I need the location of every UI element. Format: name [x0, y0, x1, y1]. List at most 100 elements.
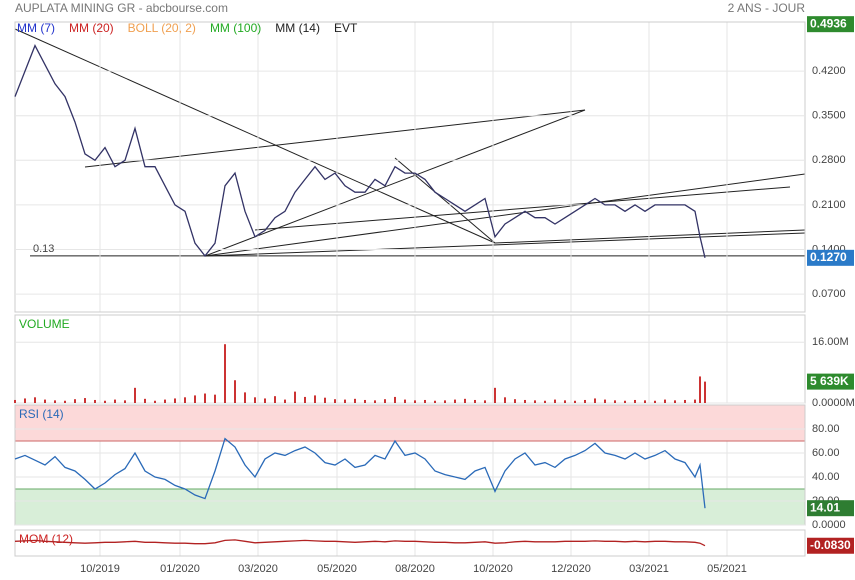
- volume-bar: [384, 399, 386, 403]
- current-badge: [807, 373, 854, 390]
- trendline: [494, 229, 806, 244]
- volume-bar: [414, 400, 416, 403]
- volume-bar: [424, 399, 426, 403]
- current-badge-label: -0.0830: [810, 538, 851, 552]
- volume-bar: [144, 398, 146, 403]
- y-tick-label: 0.2800: [812, 154, 846, 166]
- trendline: [394, 157, 496, 244]
- volume-bar: [34, 397, 36, 403]
- volume-bar: [234, 380, 236, 403]
- volume-bar: [94, 399, 96, 403]
- chart-subtitle: 2 ANS - JOUR: [728, 1, 806, 15]
- volume-bar: [294, 391, 296, 403]
- volume-bar: [374, 400, 376, 403]
- annotation-label: 0.13: [33, 243, 54, 255]
- volume-bar: [14, 399, 16, 403]
- oversold-zone: [15, 489, 805, 525]
- overbought-zone: [15, 405, 805, 441]
- volume-bar: [314, 395, 316, 403]
- volume-bar: [334, 399, 336, 403]
- volume-bar: [84, 398, 86, 403]
- volume-bar: [54, 400, 56, 403]
- legend-entry: MM (100): [210, 21, 261, 35]
- x-tick-label: 10/2020: [473, 563, 513, 575]
- volume-bar: [354, 398, 356, 403]
- volume-bar: [584, 399, 586, 403]
- volume-bar: [664, 399, 666, 403]
- x-tick-label: 08/2020: [395, 563, 435, 575]
- volume-bar: [194, 395, 196, 403]
- volume-bar: [514, 399, 516, 403]
- trendline: [204, 173, 806, 257]
- volume-bar: [699, 376, 701, 403]
- x-tick-label: 10/2019: [80, 563, 120, 575]
- volume-bar: [614, 400, 616, 403]
- volume-bar: [64, 400, 66, 403]
- y-tick-label: 80.00: [812, 423, 840, 435]
- volume-bar: [554, 399, 556, 403]
- volume-bar: [394, 396, 396, 403]
- volume-bar: [364, 399, 366, 403]
- volume-bar: [74, 399, 76, 403]
- legend-entry: MM (7): [17, 21, 55, 35]
- volume-bar: [684, 399, 686, 403]
- current-badge: [807, 249, 854, 266]
- volume-bar: [224, 344, 226, 403]
- y-tick-label: 0.4200: [812, 65, 846, 77]
- volume-bar: [634, 399, 636, 403]
- volume-bar: [704, 381, 706, 403]
- current-badge-label: 14.01: [810, 500, 840, 514]
- trendline: [254, 186, 791, 231]
- x-tick-label: 05/2020: [317, 563, 357, 575]
- volume-bar: [214, 394, 216, 403]
- series-line: [14, 44, 706, 258]
- volume-bar: [564, 400, 566, 403]
- series-line: [14, 437, 706, 509]
- current-badge: [807, 500, 854, 517]
- y-tick-label: 16.00M: [812, 336, 849, 348]
- volume-bar: [654, 400, 656, 403]
- volume-bar: [24, 398, 26, 403]
- trendline: [84, 109, 586, 168]
- volume-bar: [324, 397, 326, 403]
- volume-bar: [644, 400, 646, 403]
- volume-bar: [484, 400, 486, 403]
- panel-title: VOLUME: [19, 317, 70, 331]
- volume-bar: [574, 400, 576, 403]
- legend-entry: EVT: [334, 21, 358, 35]
- y-tick-label: 0.0000: [812, 519, 846, 531]
- volume-bar: [284, 399, 286, 403]
- volume-bar: [44, 399, 46, 403]
- y-tick-label: 40.00: [812, 471, 840, 483]
- trendlines: [14, 28, 806, 257]
- volume-bar: [134, 387, 136, 403]
- volume-bar: [694, 399, 696, 403]
- volume-bar: [624, 400, 626, 403]
- volume-bar: [534, 400, 536, 403]
- panel-frame: [14, 529, 806, 557]
- x-tick-label: 12/2020: [551, 563, 591, 575]
- volume-bar: [114, 399, 116, 403]
- volume-bar: [184, 397, 186, 403]
- volume-bar: [444, 400, 446, 403]
- y-tick-label: 0.3500: [812, 110, 846, 122]
- trendline: [204, 109, 586, 257]
- high-badge-label: 0.4936: [810, 16, 847, 30]
- volume-bar: [164, 399, 166, 403]
- volume-bar: [244, 392, 246, 403]
- legend-entry: MM (14): [275, 21, 320, 35]
- volume-bar: [124, 400, 126, 403]
- volume-bar: [454, 399, 456, 403]
- volume-bar: [494, 387, 496, 403]
- volume-bar: [264, 398, 266, 403]
- volume-bar: [404, 399, 406, 403]
- volume-bar: [204, 393, 206, 403]
- volume-bar: [104, 400, 106, 403]
- volume-bar: [344, 399, 346, 403]
- volume-bar: [174, 398, 176, 403]
- volume-bar: [434, 400, 436, 403]
- volume-bar: [254, 397, 256, 403]
- x-tick-label: 03/2020: [238, 563, 278, 575]
